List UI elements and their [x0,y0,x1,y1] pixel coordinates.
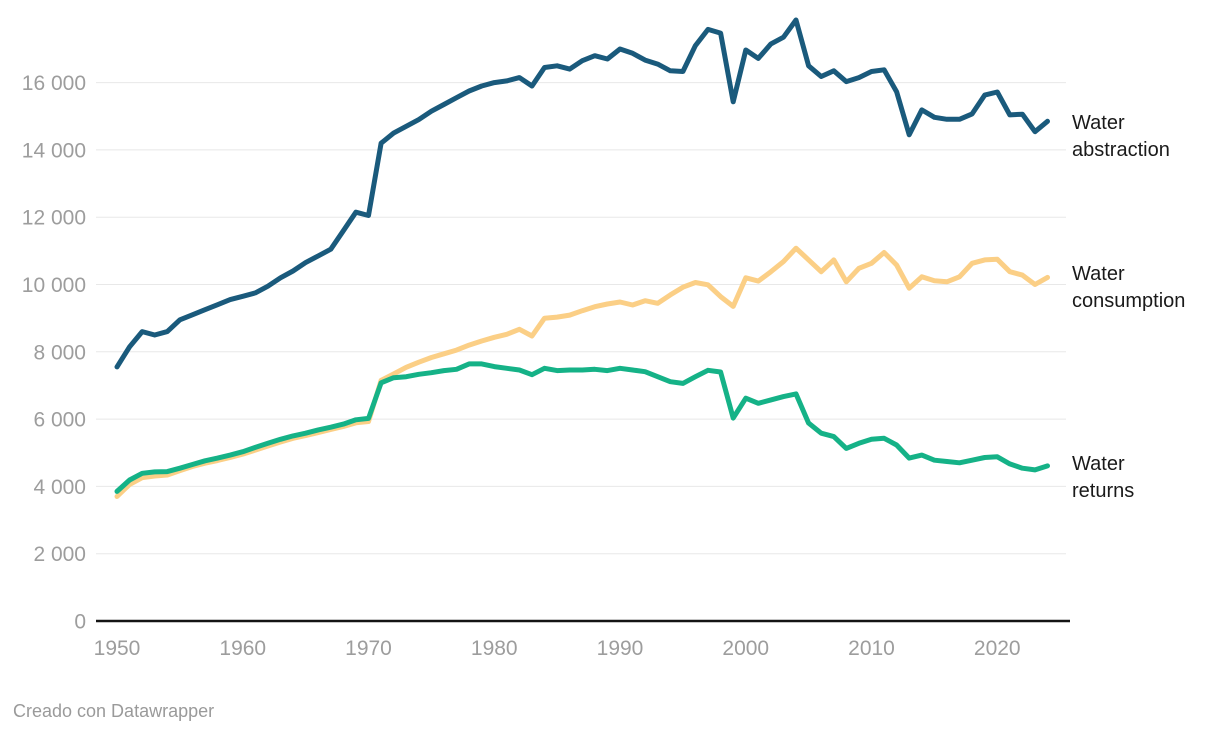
series-label-line: Water [1072,112,1125,134]
x-axis-tick-label: 1990 [597,637,644,660]
y-axis-tick-label: 6 000 [33,409,86,432]
y-axis-tick-label: 2 000 [33,543,86,566]
x-axis-tick-label: 1980 [471,637,518,660]
series-label-water-returns: Water returns [1072,451,1218,505]
series-label-line: Water [1072,263,1125,285]
x-axis-tick-label: 2020 [974,637,1021,660]
y-axis-tick-label: 12 000 [22,207,86,230]
y-axis-tick-label: 10 000 [22,274,86,297]
x-axis-tick-label: 2000 [722,637,769,660]
y-axis-tick-label: 4 000 [33,476,86,499]
series-line-water-returns[interactable] [114,361,1050,494]
chart-footer: Creado con Datawrapper [13,701,214,722]
y-axis-tick-label: 14 000 [22,139,86,162]
series-label-water-consumption: Water consumption [1072,261,1218,315]
series-label-line: consumption [1072,290,1186,312]
x-axis-tick-label: 1970 [345,637,392,660]
series-label-line: Water [1072,453,1125,475]
y-axis-tick-label: 16 000 [22,72,86,95]
series-label-water-abstraction: Water abstraction [1072,110,1218,164]
y-axis-tick-label: 0 [74,611,86,634]
datawrapper-credit-link[interactable]: Creado con Datawrapper [13,701,215,721]
series-label-line: abstraction [1072,139,1170,161]
series-line-water-consumption[interactable] [114,245,1050,499]
x-axis-tick-label: 2010 [848,637,895,660]
series-line-water-abstraction[interactable] [114,17,1050,370]
series-label-line: returns [1072,480,1135,502]
x-axis-tick-label: 1960 [219,637,266,660]
x-axis-tick-label: 1950 [94,637,141,660]
y-axis-tick-label: 8 000 [33,341,86,364]
